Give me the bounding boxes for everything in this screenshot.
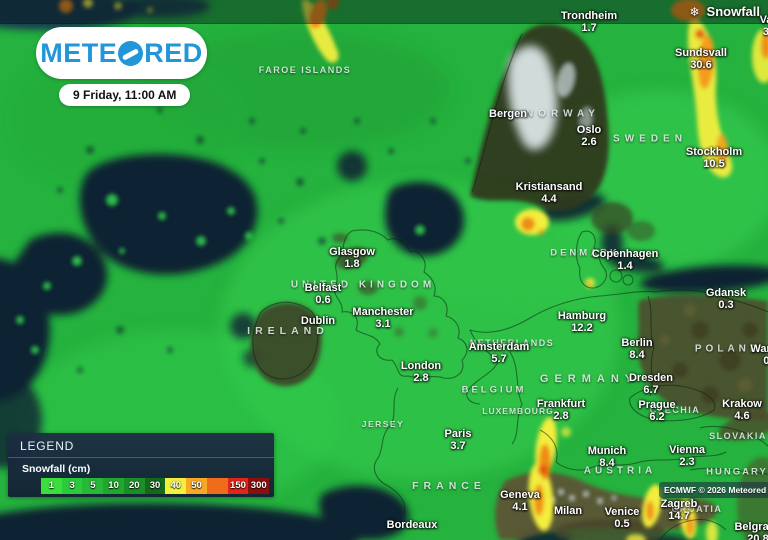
country-label: POLAND	[694, 343, 762, 355]
country-label: NORWAY	[526, 108, 600, 120]
legend-segment: 20	[123, 478, 145, 494]
country-label: LUXEMBOURG	[482, 406, 554, 416]
city-label: Copenhagen 1.4	[591, 248, 659, 272]
legend-unit-label: Snowfall (cm)	[22, 463, 91, 475]
legend-segment: 300	[248, 478, 270, 494]
logo-text-right: RED	[144, 37, 203, 68]
layer-title: ❄ Snowfall	[689, 0, 760, 23]
country-label: HUNGARY	[706, 466, 768, 478]
country-label: SWEDEN	[613, 133, 687, 145]
country-label: AUSTRIA	[583, 465, 657, 477]
legend-color-scale: 1 3 5 10 20 30 40 50 150 300	[41, 478, 270, 494]
legend-segment: 40	[165, 478, 187, 494]
meteored-logo: METE RED	[36, 27, 207, 79]
top-gradient-band	[0, 0, 768, 24]
country-label: CZECHIA	[649, 405, 701, 415]
city-label: London 2.8	[400, 360, 442, 384]
city-label: Venice 0.5	[604, 506, 640, 530]
city-label: Stockholm 10.5	[685, 146, 743, 170]
meteored-o-icon	[118, 40, 144, 66]
country-label: IRELAND	[247, 325, 329, 337]
datetime-badge: 9 Friday, 11:00 AM	[59, 84, 191, 106]
city-label: Kristiansand 4.4	[515, 181, 583, 205]
city-label: Bergen	[489, 108, 527, 120]
city-label: Gdansk 0.3	[705, 287, 747, 311]
city-label: Amsterdam 5.7	[468, 341, 530, 365]
city-label: Bordeaux	[386, 519, 438, 531]
city-label: Dresden 6.7	[628, 372, 674, 396]
land-areas	[250, 24, 768, 540]
city-label: Munich 8.4	[587, 445, 627, 469]
city-label: Paris 3.7	[444, 428, 472, 452]
snowfall-icon: ❄	[689, 4, 700, 19]
attribution: ECMWF © 2026 Meteored	[659, 482, 768, 498]
layer-title-label: Snowfall	[706, 4, 760, 19]
logo-text-left: METE	[40, 37, 118, 68]
country-label: JERSEY	[361, 419, 405, 429]
city-label: Milan	[553, 505, 583, 517]
city-label: Belgrade20.8	[734, 521, 768, 540]
country-label: FAROE ISLANDS	[258, 65, 352, 75]
country-label: DENMARK	[550, 247, 620, 259]
city-label: Krakow 4.6	[722, 398, 762, 422]
border-lines	[252, 33, 768, 540]
legend-panel: LEGEND Snowfall (cm) 1 3 5 10 20 30 40 50 150 300	[8, 433, 274, 497]
country-label: NETHERLANDS	[469, 338, 555, 348]
city-label: Dublin	[300, 315, 336, 327]
city-label: Warsaw0.6	[750, 343, 768, 367]
city-label: Frankfurt 2.8	[536, 398, 586, 422]
country-label: UNITED KINGDOM	[290, 279, 436, 291]
city-label: Glasgow 1.8	[329, 246, 375, 270]
country-label: GERMANY	[539, 373, 639, 385]
city-label: Geneva 4.1	[500, 489, 540, 513]
city-label: Va3	[759, 14, 768, 38]
city-label: Belfast 0.6	[304, 282, 342, 306]
legend-segment: 50	[186, 478, 207, 494]
legend-title: LEGEND	[8, 433, 274, 458]
country-label: FRANCE	[412, 480, 486, 492]
city-label: Hamburg 12.2	[557, 310, 607, 334]
legend-segment: 150	[227, 478, 249, 494]
legend-segment	[206, 478, 228, 494]
city-label: Zagreb 14.7	[660, 498, 698, 522]
legend-segment: 10	[103, 478, 124, 494]
city-label: Prague 6.2	[638, 399, 676, 423]
heavy-snow-bands	[59, 0, 768, 540]
city-label: Trondheim 1.7	[560, 10, 618, 34]
country-label: BELGIUM	[461, 384, 527, 396]
city-label: Manchester 3.1	[352, 306, 414, 330]
snow-speckles	[16, 194, 425, 354]
country-label: CROATIA	[671, 504, 723, 514]
city-label: Oslo 2.6	[576, 124, 602, 148]
legend-segment: 5	[82, 478, 104, 494]
city-label: Sundsvall 30.6	[675, 47, 727, 71]
legend-segment: 3	[61, 478, 83, 494]
legend-segment: 1	[41, 478, 62, 494]
legend-segment: 30	[144, 478, 166, 494]
city-label: Berlin 8.4	[621, 337, 653, 361]
city-label: Vienna 2.3	[669, 444, 705, 468]
country-label: SLOVAKIA	[709, 431, 767, 441]
